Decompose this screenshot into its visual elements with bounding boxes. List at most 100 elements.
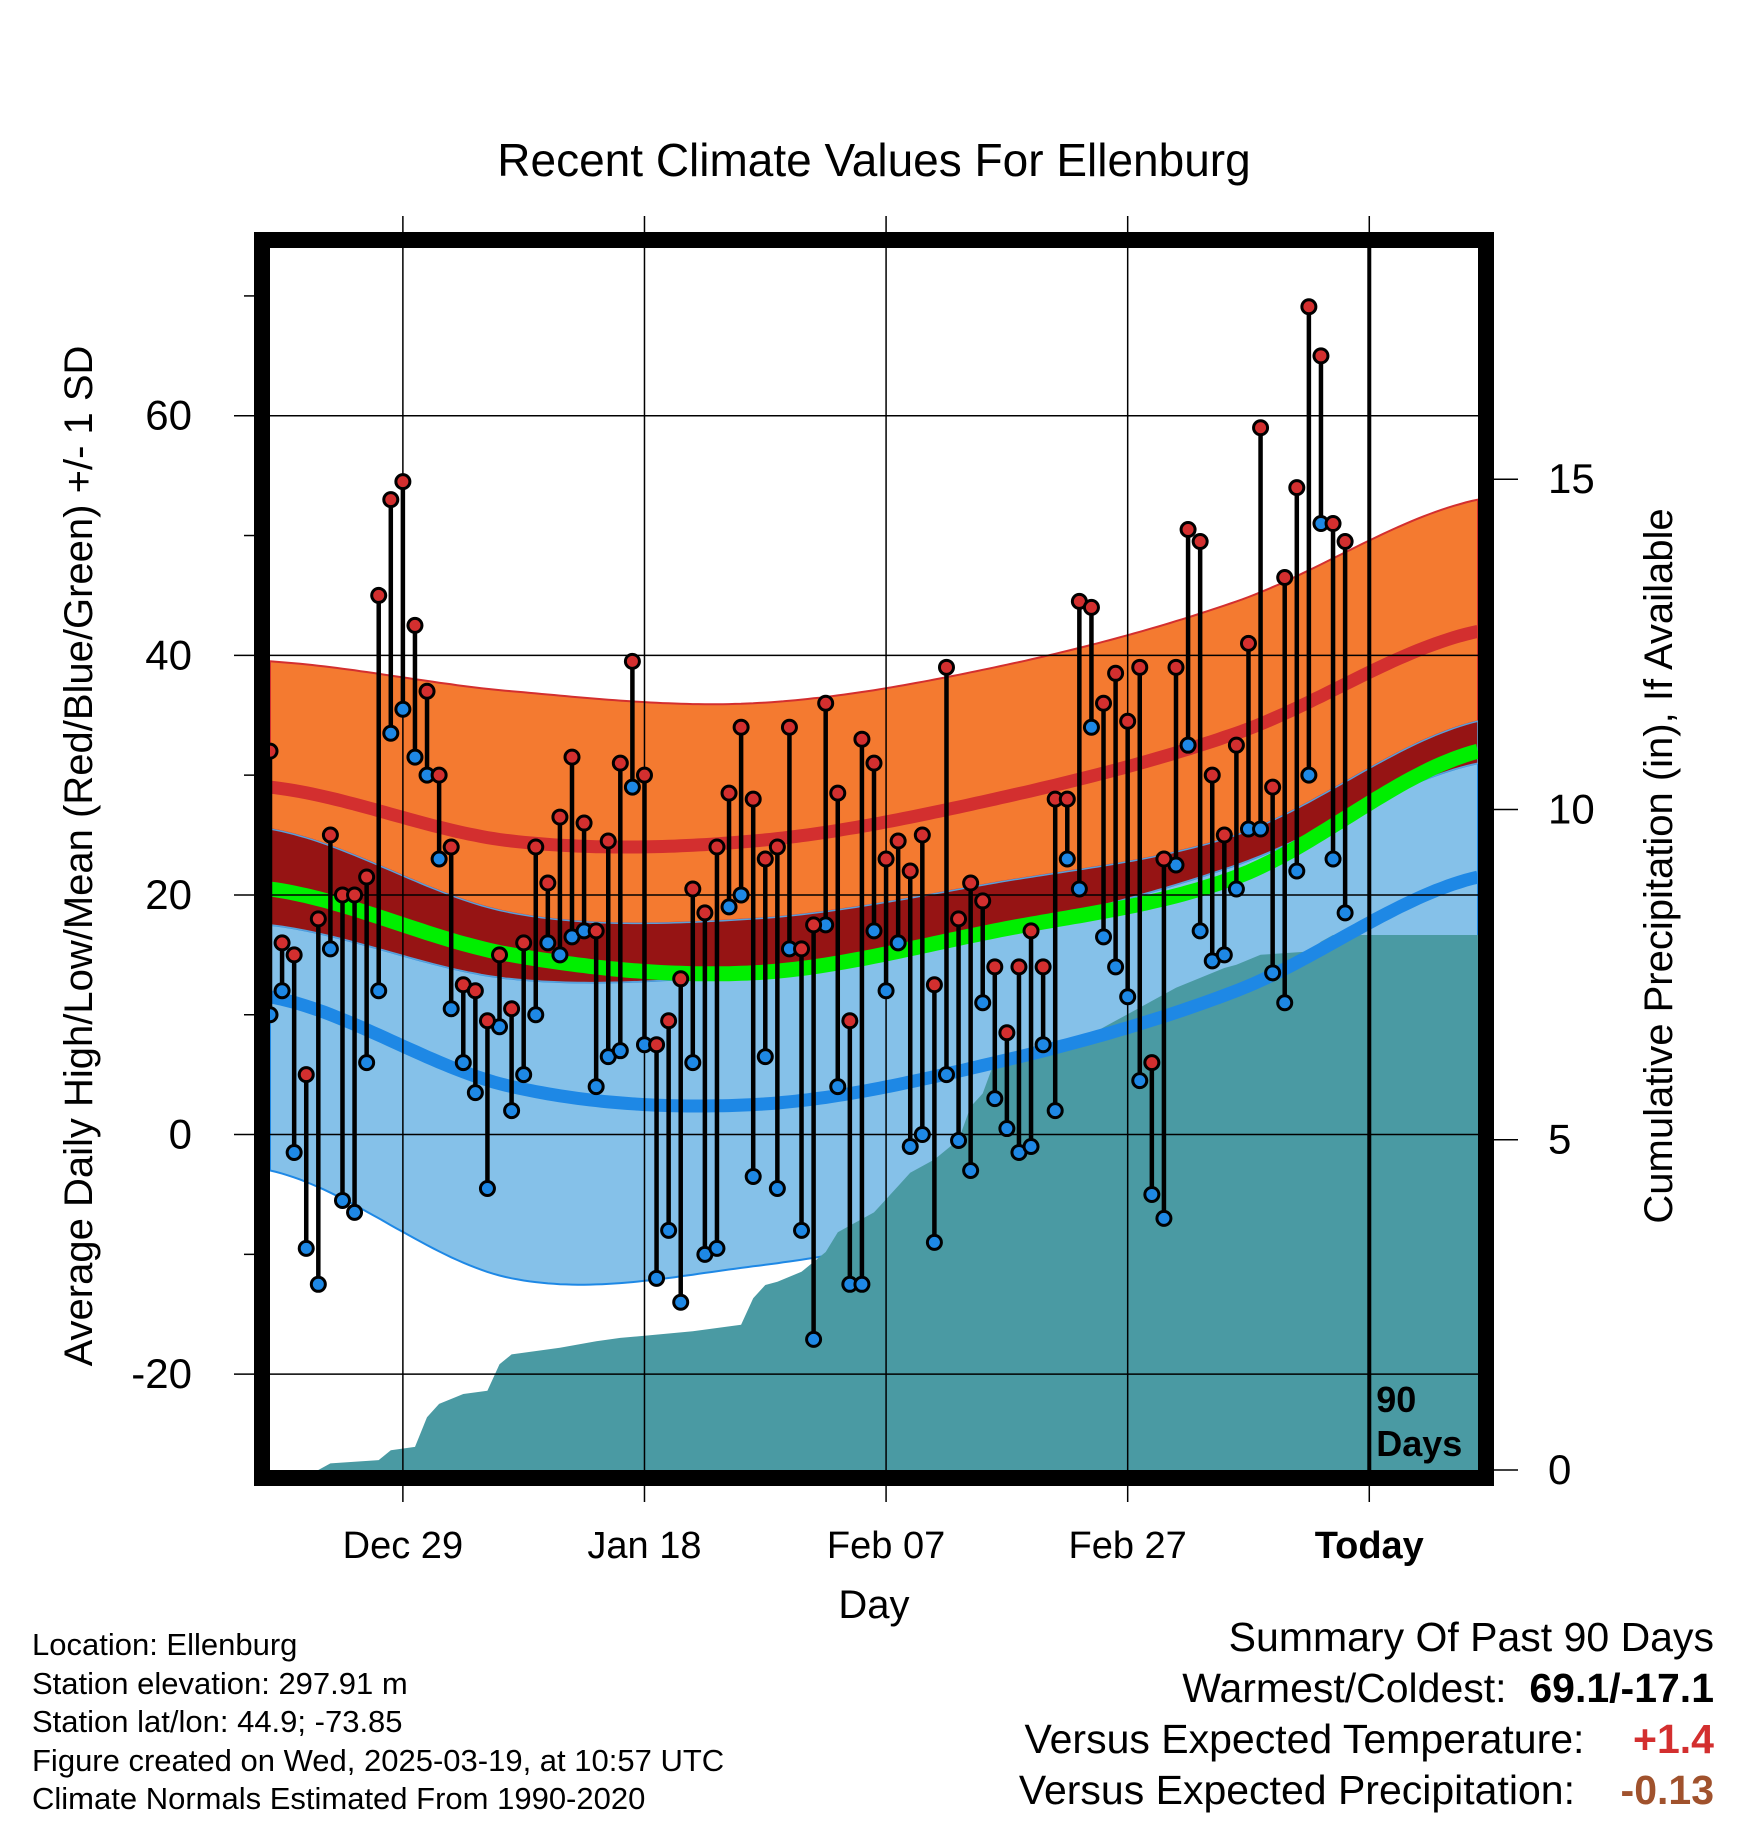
obs-high-point <box>1167 658 1185 676</box>
latlon-text: Station lat/lon: 44.9; -73.85 <box>32 1704 403 1739</box>
obs-low-point <box>732 886 750 904</box>
obs-high-point <box>321 826 339 844</box>
obs-high-point <box>1010 958 1028 976</box>
obs-high-point <box>273 934 291 952</box>
obs-high-point <box>270 742 279 760</box>
x-axis-label: Day <box>838 1583 909 1627</box>
obs-high-point <box>998 1024 1016 1042</box>
normals-text: Climate Normals Estimated From 1990-2020 <box>32 1781 646 1816</box>
obs-high-point <box>1252 419 1270 437</box>
obs-low-point <box>768 1179 786 1197</box>
obs-low-point <box>1070 880 1088 898</box>
obs-high-point <box>1227 736 1245 754</box>
obs-low-point <box>1215 946 1233 964</box>
obs-low-point <box>877 982 895 1000</box>
obs-low-point <box>515 1066 533 1084</box>
obs-high-point <box>1288 479 1306 497</box>
obs-high-point <box>986 958 1004 976</box>
obs-high-point <box>974 892 992 910</box>
obs-high-point <box>1191 533 1209 551</box>
obs-high-point <box>1034 958 1052 976</box>
today-label-line2: Days <box>1376 1423 1462 1464</box>
obs-high-point <box>962 874 980 892</box>
obs-low-point <box>503 1102 521 1120</box>
obs-high-point <box>599 832 617 850</box>
obs-high-point <box>925 976 943 994</box>
obs-high-point <box>466 982 484 1000</box>
obs-low-point <box>1324 850 1342 868</box>
precip-area <box>270 935 1478 1470</box>
obs-high-point <box>285 946 303 964</box>
obs-low-point <box>1034 1036 1052 1054</box>
obs-high-point <box>394 473 412 491</box>
obs-low-point <box>1264 964 1282 982</box>
obs-high-point <box>901 862 919 880</box>
obs-low-point <box>1336 904 1354 922</box>
y-tick-label: 40 <box>145 631 192 678</box>
y-tick-label: 20 <box>145 871 192 918</box>
obs-high-point <box>539 874 557 892</box>
obs-high-point <box>744 790 762 808</box>
obs-low-point <box>527 1006 545 1024</box>
obs-high-point <box>587 922 605 940</box>
obs-low-point <box>998 1120 1016 1138</box>
obs-low-point <box>1143 1185 1161 1203</box>
obs-high-point <box>551 808 569 826</box>
obs-low-point <box>309 1275 327 1293</box>
obs-high-point <box>913 826 931 844</box>
obs-high-point <box>430 766 448 784</box>
obs-high-point <box>491 946 509 964</box>
obs-high-point <box>1107 664 1125 682</box>
obs-high-point <box>309 910 327 928</box>
y-tick-label: 60 <box>145 392 192 439</box>
obs-low-point <box>611 1042 629 1060</box>
obs-low-point <box>273 982 291 1000</box>
obs-high-point <box>1300 298 1318 316</box>
obs-low-point <box>853 1275 871 1293</box>
obs-high-point <box>732 718 750 736</box>
location-text: Location: Ellenburg <box>32 1627 298 1662</box>
obs-high-point <box>563 748 581 766</box>
obs-high-point <box>889 832 907 850</box>
obs-high-point <box>937 658 955 676</box>
obs-low-point <box>1227 880 1245 898</box>
obs-high-point <box>1131 658 1149 676</box>
y-axis-label: Average Daily High/Low/Mean (Red/Blue/Gr… <box>57 346 101 1367</box>
obs-high-point <box>672 970 690 988</box>
obs-high-point <box>865 754 883 772</box>
obs-high-point <box>1155 850 1173 868</box>
obs-low-point <box>648 1269 666 1287</box>
obs-low-point <box>950 1132 968 1150</box>
obs-high-point <box>1095 694 1113 712</box>
obs-high-point <box>1082 598 1100 616</box>
obs-low-point <box>1252 820 1270 838</box>
obs-high-point <box>1264 778 1282 796</box>
obs-high-point <box>358 868 376 886</box>
obs-low-point <box>937 1066 955 1084</box>
obs-high-point <box>817 694 835 712</box>
obs-low-point <box>1107 958 1125 976</box>
obs-high-point <box>515 934 533 952</box>
obs-low-point <box>889 934 907 952</box>
obs-high-point <box>720 784 738 802</box>
y2-tick-label: 0 <box>1548 1446 1571 1493</box>
y-tick-label: -20 <box>131 1350 192 1397</box>
obs-high-point <box>297 1066 315 1084</box>
obs-low-point <box>805 1330 823 1348</box>
obs-high-point <box>527 838 545 856</box>
obs-low-point <box>1022 1138 1040 1156</box>
obs-low-point <box>1155 1209 1173 1227</box>
obs-low-point <box>454 1054 472 1072</box>
obs-high-point <box>1215 826 1233 844</box>
y-tick-label: 0 <box>169 1111 192 1158</box>
precip-diff-row: Versus Expected Precipitation: -0.13 <box>1019 1765 1714 1816</box>
obs-high-point <box>611 754 629 772</box>
obs-low-point <box>270 1006 279 1024</box>
obs-high-point <box>841 1012 859 1030</box>
obs-high-point <box>382 491 400 509</box>
obs-low-point <box>720 898 738 916</box>
obs-low-point <box>623 778 641 796</box>
y2-tick-label: 5 <box>1548 1116 1571 1163</box>
